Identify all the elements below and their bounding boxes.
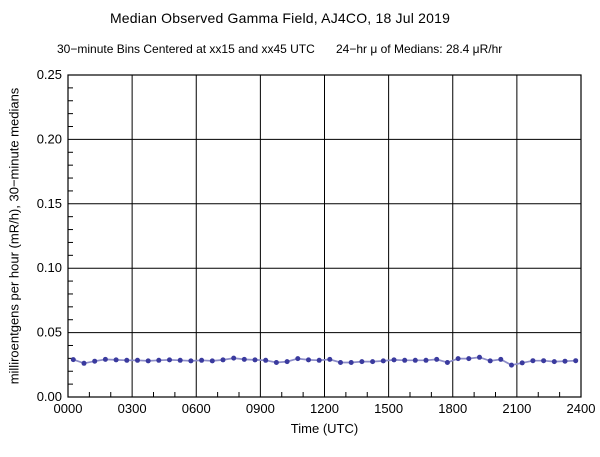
data-point xyxy=(348,360,354,365)
data-point xyxy=(455,356,461,362)
data-point xyxy=(573,358,579,364)
data-point xyxy=(177,357,183,363)
x-tick-label: 1200 xyxy=(310,401,339,416)
data-point xyxy=(509,362,514,368)
data-point xyxy=(434,356,440,362)
x-tick-label: 0000 xyxy=(54,401,83,416)
data-point xyxy=(423,357,429,363)
x-tick-label: 1500 xyxy=(374,401,403,416)
y-tick-label: 0.00 xyxy=(37,389,62,404)
data-point xyxy=(145,358,151,364)
data-point xyxy=(252,357,258,363)
data-point xyxy=(551,359,557,365)
data-point xyxy=(124,357,130,363)
data-point xyxy=(113,357,119,363)
data-point xyxy=(167,357,172,363)
plot-border xyxy=(67,74,582,398)
data-point xyxy=(541,358,547,364)
y-tick-label: 0.20 xyxy=(37,131,62,146)
data-point xyxy=(295,356,301,362)
data-point xyxy=(199,357,205,363)
y-tick-label: 0.05 xyxy=(37,325,62,340)
data-point xyxy=(209,358,215,364)
data-point xyxy=(487,358,493,364)
data-point xyxy=(519,360,525,366)
data-point xyxy=(338,360,343,365)
data-point xyxy=(327,356,333,362)
x-tick-label: 0600 xyxy=(182,401,211,416)
data-point xyxy=(81,360,87,366)
data-point xyxy=(444,360,450,365)
data-point xyxy=(412,357,418,363)
x-tick-label: 0900 xyxy=(246,401,275,416)
x-tick-label: 2100 xyxy=(502,401,531,416)
data-point xyxy=(273,360,279,365)
data-point xyxy=(241,356,247,362)
data-point xyxy=(370,359,376,365)
data-point xyxy=(562,358,568,364)
data-point xyxy=(231,355,237,361)
x-tick-label: 2400 xyxy=(567,401,596,416)
data-point xyxy=(380,358,386,364)
data-point xyxy=(188,358,194,364)
data-point xyxy=(220,357,226,363)
data-point xyxy=(498,356,504,362)
data-point xyxy=(316,357,322,363)
x-tick-label: 0300 xyxy=(118,401,147,416)
data-point xyxy=(263,357,269,363)
y-tick-label: 0.25 xyxy=(37,67,62,82)
y-tick-label: 0.15 xyxy=(37,196,62,211)
data-point xyxy=(284,359,290,365)
x-axis-title: Time (UTC) xyxy=(290,421,359,436)
chart-title: Median Observed Gamma Field, AJ4CO, 18 J… xyxy=(109,10,451,26)
data-point xyxy=(466,356,472,362)
y-axis-title: milliroentgens per hour (mR/h), 30−minut… xyxy=(6,87,22,385)
x-tick-label: 1800 xyxy=(438,401,467,416)
y-tick-label: 0.10 xyxy=(37,260,62,275)
data-point xyxy=(306,357,311,363)
data-point xyxy=(359,359,365,365)
data-point xyxy=(135,357,140,363)
data-point xyxy=(391,357,397,363)
chart-subtitle-bins: 30−minute Bins Centered at xx15 and xx45… xyxy=(57,42,315,56)
data-point xyxy=(92,358,98,364)
chart-subtitle-mean: 24−hr μ of Medians: 28.4 μR/hr xyxy=(336,42,503,56)
data-point xyxy=(102,356,108,362)
data-point xyxy=(530,358,536,364)
data-point xyxy=(402,357,408,363)
data-point xyxy=(70,357,76,363)
data-point xyxy=(477,354,482,360)
data-point xyxy=(156,357,162,363)
